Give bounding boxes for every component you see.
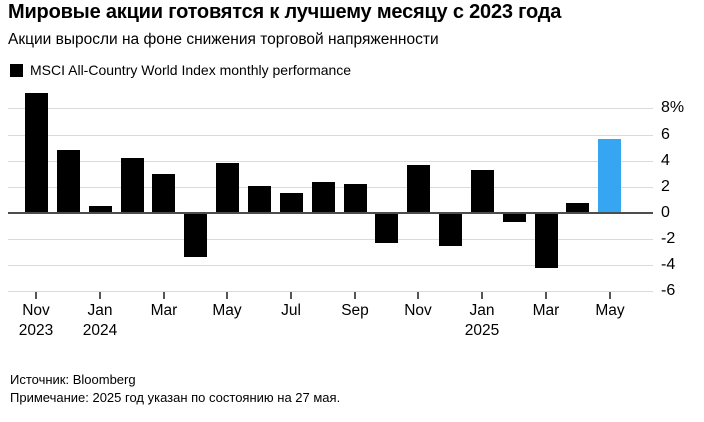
chart-subtitle: Акции выросли на фоне снижения торговой … bbox=[8, 31, 439, 48]
bar-oct-2024 bbox=[375, 213, 398, 243]
bar-feb-2024 bbox=[121, 158, 144, 213]
x-tick-mark bbox=[290, 292, 292, 299]
y-axis-label: 6 bbox=[661, 126, 670, 143]
page-title: Мировые акции готовятся к лучшему месяцу… bbox=[8, 1, 562, 23]
x-axis-month-label: May bbox=[212, 302, 242, 319]
y-axis-label: 4 bbox=[661, 152, 670, 169]
x-tick-mark bbox=[226, 292, 228, 299]
bar-may-2025 bbox=[598, 139, 621, 213]
x-axis-month-label: Jul bbox=[281, 302, 301, 319]
bar-mar-2024 bbox=[152, 174, 175, 213]
x-tick-mark bbox=[354, 292, 356, 299]
source-text: Источник: Bloomberg bbox=[10, 372, 136, 387]
bar-jan-2025 bbox=[471, 170, 494, 213]
gridline--4 bbox=[8, 265, 653, 266]
x-tick-mark bbox=[99, 292, 101, 299]
x-tick-mark bbox=[545, 292, 547, 299]
gridline-6 bbox=[8, 135, 653, 136]
x-axis-month-label: Mar bbox=[532, 302, 560, 319]
x-axis-month-label: Jan bbox=[87, 302, 113, 319]
bar-apr-2024 bbox=[184, 213, 207, 257]
gridline--6 bbox=[8, 291, 653, 292]
legend-label: MSCI All-Country World Index monthly per… bbox=[30, 62, 352, 78]
bar-mar-2025 bbox=[535, 213, 558, 268]
x-axis-month-label: Jan bbox=[469, 302, 495, 319]
y-axis-label: -4 bbox=[661, 256, 676, 273]
x-axis-year-label: 2024 bbox=[82, 322, 118, 339]
bar-feb-2025 bbox=[503, 213, 526, 222]
x-axis-month-label: Nov bbox=[404, 302, 432, 319]
x-axis-year-label: 2025 bbox=[464, 322, 500, 339]
gridline-8 bbox=[8, 108, 653, 109]
x-tick-mark bbox=[609, 292, 611, 299]
bar-jan-2024 bbox=[89, 206, 112, 213]
y-axis-label: 8% bbox=[661, 99, 685, 116]
bar-dec-2024 bbox=[439, 213, 462, 246]
bar-apr-2025 bbox=[566, 203, 589, 213]
bar-dec-2023 bbox=[57, 150, 80, 213]
legend-swatch-icon bbox=[10, 63, 23, 77]
x-tick-mark bbox=[163, 292, 165, 299]
chart-legend: MSCI All-Country World Index monthly per… bbox=[10, 62, 351, 78]
x-axis-month-label: Mar bbox=[150, 302, 178, 319]
chart-footer: Источник: Bloomberg Примечание: 2025 год… bbox=[10, 371, 340, 407]
y-axis-label: 2 bbox=[661, 178, 670, 195]
x-axis-year-label: 2023 bbox=[18, 322, 54, 339]
zero-axis-line bbox=[8, 212, 653, 214]
x-tick-mark bbox=[35, 292, 37, 299]
x-tick-mark bbox=[417, 292, 419, 299]
bar-jul-2024 bbox=[280, 193, 303, 213]
y-axis-label: -2 bbox=[661, 230, 676, 247]
x-axis-month-label: May bbox=[595, 302, 625, 319]
bar-sep-2024 bbox=[344, 184, 367, 213]
y-axis-label: 0 bbox=[661, 204, 670, 221]
bar-aug-2024 bbox=[312, 182, 335, 213]
x-tick-mark bbox=[481, 292, 483, 299]
y-axis-label: -6 bbox=[661, 282, 676, 299]
bar-may-2024 bbox=[216, 163, 239, 213]
gridline--2 bbox=[8, 239, 653, 240]
x-axis-month-label: Nov bbox=[22, 302, 50, 319]
gridline-4 bbox=[8, 161, 653, 162]
x-axis-month-label: Sep bbox=[341, 302, 369, 319]
bar-nov-2024 bbox=[407, 165, 430, 213]
bar-jun-2024 bbox=[248, 186, 271, 213]
note-text: Примечание: 2025 год указан по состоянию… bbox=[10, 390, 341, 405]
bar-nov-2023 bbox=[25, 93, 48, 213]
